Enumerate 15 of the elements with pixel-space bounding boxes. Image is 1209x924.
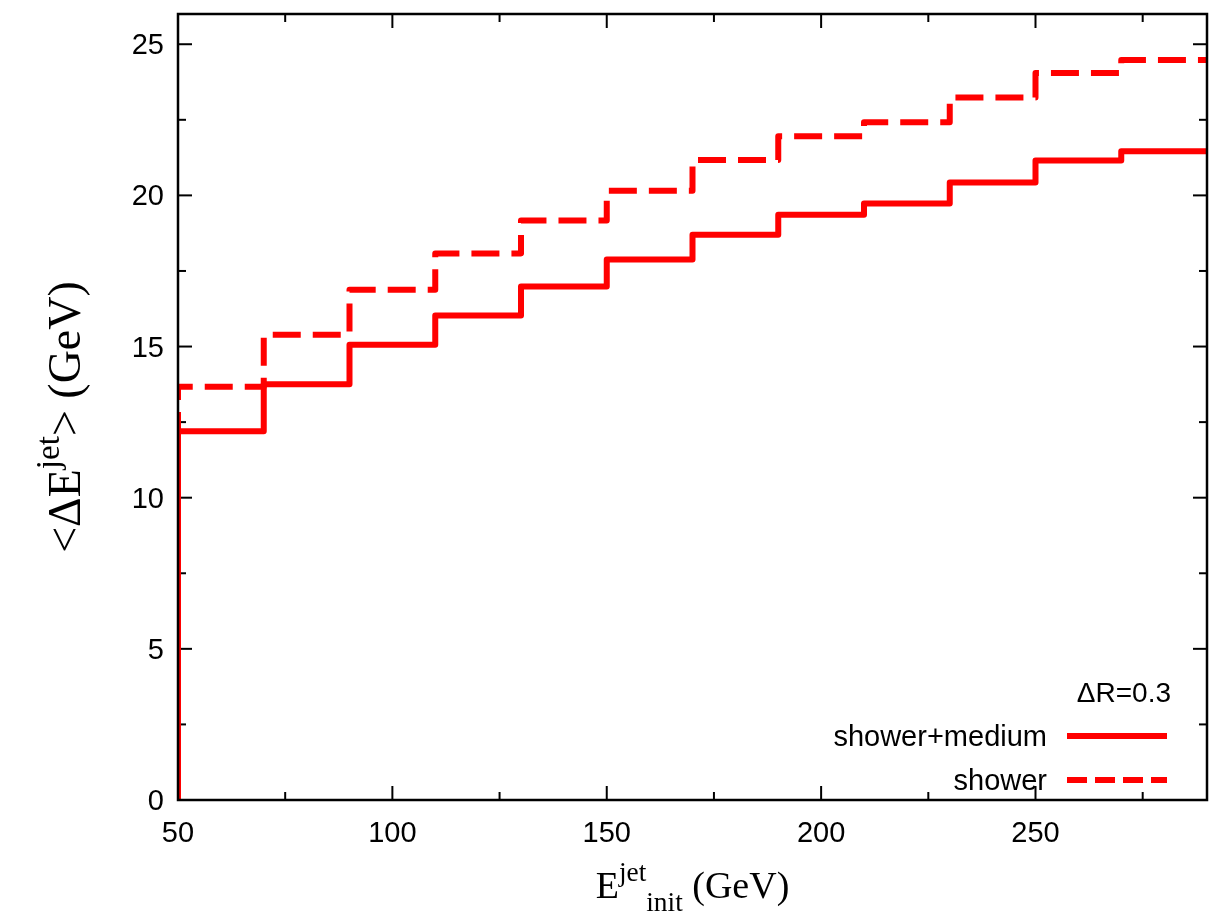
x-tick-label: 200 xyxy=(796,816,846,848)
x-tick-label: 250 xyxy=(1011,816,1060,848)
legend-label: shower xyxy=(953,764,1048,796)
y-tick-label: 25 xyxy=(131,28,164,61)
y-tick-label: 0 xyxy=(147,784,164,816)
legend-title: ΔR=0.3 xyxy=(1076,677,1171,708)
y-tick-label: 20 xyxy=(131,179,164,212)
x-tick-label: 100 xyxy=(368,816,417,848)
y-tick-label: 15 xyxy=(131,330,164,363)
y-tick-label: 10 xyxy=(131,481,164,514)
x-tick-label: 50 xyxy=(161,816,195,848)
x-axis-title: E$^{jet}$$_{init}$ (GeV) xyxy=(595,856,790,918)
x-tick-label: 150 xyxy=(582,816,631,848)
y-tick-label: 5 xyxy=(147,632,164,665)
legend-label: shower+medium xyxy=(833,720,1047,752)
